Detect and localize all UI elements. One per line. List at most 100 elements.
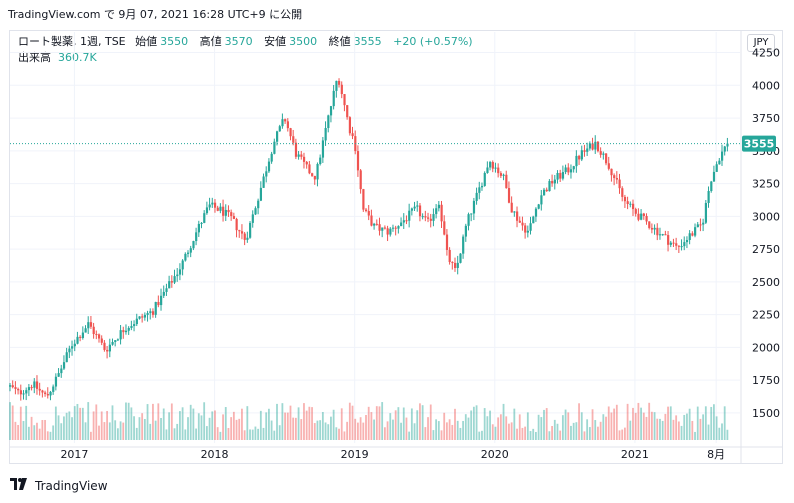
- candle-body: [338, 80, 341, 85]
- candle-body: [526, 230, 530, 233]
- volume-bar: [262, 427, 265, 440]
- candle-body: [470, 213, 473, 215]
- candle-body: [448, 249, 451, 263]
- candle-body: [453, 262, 457, 268]
- currency-button[interactable]: JPY: [747, 34, 775, 52]
- candle-body: [578, 155, 581, 160]
- y-tick-label: 2000: [752, 341, 780, 354]
- y-tick-label: 4000: [752, 79, 780, 92]
- volume-bar: [715, 416, 718, 440]
- candle-body: [100, 338, 103, 343]
- candle-body: [259, 187, 263, 201]
- candle-body: [316, 164, 319, 180]
- symbol-label[interactable]: ロート製薬, 1週, TSE: [18, 35, 126, 48]
- candle-body: [240, 231, 244, 234]
- candle-body: [60, 368, 63, 374]
- volume-bar: [572, 422, 575, 440]
- volume-bar: [116, 428, 119, 440]
- candle-body: [35, 381, 39, 389]
- volume-bar: [84, 422, 87, 440]
- volume-bar: [486, 416, 489, 440]
- volume-bar: [599, 421, 602, 440]
- volume-bar: [189, 404, 192, 440]
- candle-body: [73, 343, 76, 347]
- candle-body: [718, 160, 721, 165]
- volume-bar: [30, 416, 33, 440]
- volume-bar: [505, 416, 508, 440]
- volume-bar: [259, 410, 262, 440]
- candle-body: [683, 242, 686, 247]
- candle-body: [656, 227, 659, 236]
- candle-body: [173, 276, 176, 283]
- candle-body: [510, 202, 513, 213]
- volume-bar: [100, 411, 103, 440]
- volume-bar: [499, 414, 502, 440]
- volume-bar: [521, 427, 524, 440]
- candle-body: [54, 376, 58, 387]
- candle-body: [181, 260, 184, 270]
- candle-body: [200, 222, 203, 224]
- volume-bar: [543, 409, 545, 440]
- volume-bar: [591, 409, 594, 440]
- volume-bar: [664, 413, 667, 440]
- volume-bar: [710, 406, 713, 440]
- candle-body: [429, 218, 432, 221]
- candle-body: [246, 237, 249, 240]
- candle-body: [111, 341, 114, 345]
- candle-body: [375, 223, 378, 225]
- volume-bar: [516, 428, 518, 440]
- footer: TradingView: [10, 478, 108, 493]
- candle-body: [427, 217, 430, 219]
- candle-body: [602, 153, 605, 155]
- volume-bar: [46, 431, 49, 440]
- candle-body: [149, 311, 152, 314]
- candle-body: [116, 339, 120, 341]
- candle-body: [81, 332, 85, 338]
- volume-bar: [73, 406, 76, 440]
- volume-bar: [672, 419, 675, 440]
- volume-bar: [702, 414, 705, 440]
- volume-bar: [451, 424, 454, 440]
- candle-body: [216, 207, 219, 211]
- volume-bar: [157, 403, 160, 440]
- candle-body: [9, 385, 12, 387]
- volume-bar: [383, 427, 386, 440]
- volume-bar: [33, 425, 36, 440]
- candle-body: [378, 224, 381, 231]
- candle-body: [704, 202, 708, 223]
- volume-bar: [529, 431, 532, 440]
- chart-legend: ロート製薬, 1週, TSE 始値 3550 高値 3570 安値 3500 終値 35…: [18, 34, 481, 66]
- volume-bar: [289, 405, 292, 440]
- volume-value: 360.7K: [58, 51, 97, 64]
- volume-bar: [122, 422, 125, 440]
- candle-body: [97, 334, 101, 339]
- candle-body: [402, 220, 405, 223]
- volume-bar: [467, 417, 470, 440]
- candle-body: [122, 330, 125, 333]
- volume-bar: [624, 427, 626, 440]
- volume-bar: [208, 417, 211, 440]
- volume-bar: [586, 419, 589, 440]
- volume-bar: [583, 431, 586, 440]
- volume-bar: [535, 431, 537, 440]
- candle-body: [329, 106, 333, 116]
- volume-bar: [650, 411, 653, 440]
- candle-body: [424, 216, 427, 218]
- candle-body: [699, 224, 702, 226]
- candle-body: [87, 322, 90, 329]
- ohlc-row: ロート製薬, 1週, TSE 始値 3550 高値 3570 安値 3500 終値 35…: [18, 34, 481, 50]
- volume-bar: [448, 419, 451, 440]
- candle-body: [381, 227, 384, 231]
- candle-body: [213, 202, 217, 208]
- volume-bar: [111, 405, 114, 440]
- y-tick-label: 2500: [752, 276, 780, 289]
- volume-bar: [146, 404, 149, 440]
- candle-body: [151, 311, 155, 315]
- candle-body: [79, 336, 82, 338]
- volume-bar: [605, 416, 607, 440]
- candle-body: [556, 172, 559, 180]
- volume-bar: [173, 428, 176, 440]
- candle-body: [46, 394, 49, 396]
- volume-bar: [243, 430, 246, 440]
